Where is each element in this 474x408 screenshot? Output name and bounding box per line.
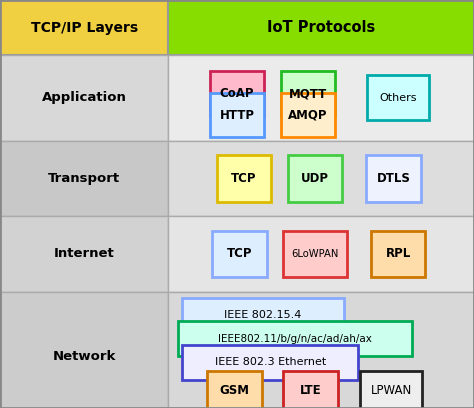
Text: Network: Network <box>53 350 116 364</box>
Bar <box>168 55 474 141</box>
Text: TCP: TCP <box>227 248 252 260</box>
Text: TCP/IP Layers: TCP/IP Layers <box>30 20 138 35</box>
Bar <box>281 93 336 137</box>
Bar <box>212 231 266 277</box>
Text: IEEE 802.15.4: IEEE 802.15.4 <box>224 310 302 320</box>
Bar <box>288 155 342 202</box>
Text: Application: Application <box>42 91 127 104</box>
Bar <box>283 370 337 408</box>
Bar <box>281 71 336 116</box>
Text: UDP: UDP <box>301 172 329 185</box>
Bar <box>367 75 429 120</box>
Bar <box>182 298 344 333</box>
Bar <box>207 370 262 408</box>
Bar <box>0 141 168 216</box>
Text: 6LoWPAN: 6LoWPAN <box>292 249 339 259</box>
Text: CoAP: CoAP <box>220 87 254 100</box>
Text: GSM: GSM <box>219 384 250 397</box>
Bar <box>210 71 264 116</box>
Bar <box>0 0 168 55</box>
Bar <box>182 345 358 379</box>
Text: RPL: RPL <box>385 248 411 260</box>
Bar <box>283 231 347 277</box>
Text: HTTP: HTTP <box>219 109 255 122</box>
Text: MQTT: MQTT <box>289 87 327 100</box>
Text: LTE: LTE <box>300 384 321 397</box>
Text: Others: Others <box>379 93 417 103</box>
Bar <box>178 322 412 356</box>
Bar <box>168 0 474 55</box>
Text: TCP: TCP <box>231 172 257 185</box>
Bar <box>210 93 264 137</box>
Bar <box>168 216 474 292</box>
Text: LPWAN: LPWAN <box>370 384 412 397</box>
Text: AMQP: AMQP <box>288 109 328 122</box>
Text: DTLS: DTLS <box>376 172 410 185</box>
Text: Internet: Internet <box>54 248 115 260</box>
Bar <box>168 141 474 216</box>
Bar <box>217 155 271 202</box>
Text: IEEE802.11/b/g/n/ac/ad/ah/ax: IEEE802.11/b/g/n/ac/ad/ah/ax <box>218 334 372 344</box>
Bar <box>168 292 474 408</box>
Bar <box>0 55 168 141</box>
Text: IoT Protocols: IoT Protocols <box>267 20 375 35</box>
Bar <box>0 292 168 408</box>
Bar <box>366 155 420 202</box>
Bar <box>0 216 168 292</box>
Text: IEEE 802.3 Ethernet: IEEE 802.3 Ethernet <box>215 357 326 367</box>
Bar <box>360 370 422 408</box>
Text: Transport: Transport <box>48 172 120 185</box>
Bar <box>371 231 425 277</box>
